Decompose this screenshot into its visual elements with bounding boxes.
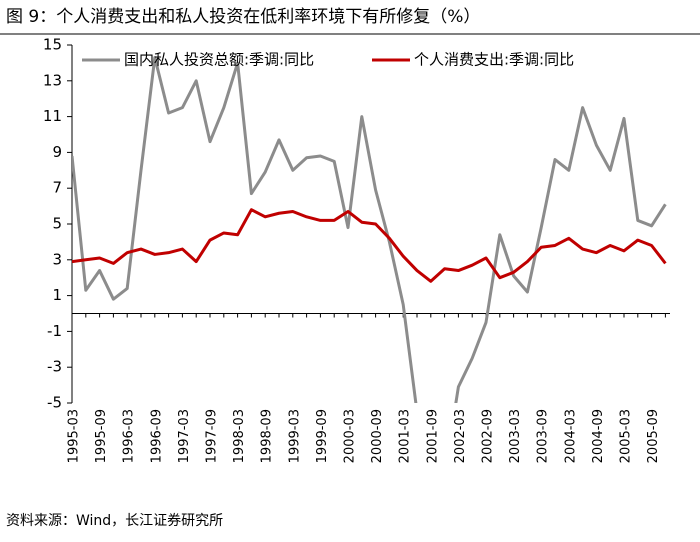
x-tick-label: 2000-09 bbox=[370, 409, 385, 463]
x-tick-label: 1996-03 bbox=[122, 409, 137, 463]
x-tick-label: 1997-03 bbox=[177, 409, 192, 463]
x-tick-label: 2001-03 bbox=[398, 409, 413, 463]
y-tick-label: -1 bbox=[47, 322, 62, 340]
legend-label: 个人消费支出:季调:同比 bbox=[414, 51, 574, 69]
y-tick-label: 11 bbox=[43, 107, 62, 125]
x-tick-label: 1995-09 bbox=[94, 409, 109, 463]
y-tick-label: -5 bbox=[47, 394, 62, 412]
x-tick-label: 2001-09 bbox=[425, 409, 440, 463]
y-tick-label: 13 bbox=[43, 71, 62, 89]
y-tick-label: 1 bbox=[52, 286, 62, 304]
y-tick-label: -3 bbox=[47, 358, 62, 376]
x-tick-label: 1999-03 bbox=[287, 409, 302, 463]
x-tick-label: 2003-03 bbox=[508, 409, 523, 463]
x-tick-label: 1998-09 bbox=[260, 409, 275, 463]
source: 资料来源：Wind，长江证券研究所 bbox=[6, 513, 223, 529]
x-tick-label: 2005-09 bbox=[646, 409, 661, 463]
y-tick-label: 15 bbox=[43, 36, 62, 54]
x-tick-label: 2002-09 bbox=[481, 409, 496, 463]
x-tick-label: 1995-03 bbox=[67, 409, 82, 463]
x-tick-label: 1999-09 bbox=[315, 409, 330, 463]
chart-title: 图 9：个人消费支出和私人投资在低利率环境下有所修复（%） bbox=[6, 7, 480, 27]
x-tick-label: 2003-09 bbox=[536, 409, 551, 463]
series-line bbox=[72, 56, 667, 403]
y-tick-label: 7 bbox=[52, 179, 62, 197]
x-tick-label: 2004-09 bbox=[591, 409, 606, 463]
x-tick-label: 2005-03 bbox=[619, 409, 634, 463]
x-tick-label: 2004-03 bbox=[563, 409, 578, 463]
x-tick-label: 2000-03 bbox=[343, 409, 358, 463]
x-tick-label: 2002-03 bbox=[453, 409, 468, 463]
legend-label: 国内私人投资总额:季调:同比 bbox=[124, 51, 314, 69]
x-tick-label: 1998-03 bbox=[232, 409, 247, 463]
series-line bbox=[72, 208, 667, 283]
y-tick-label: 3 bbox=[52, 250, 62, 268]
y-tick-label: 9 bbox=[52, 143, 62, 161]
x-tick-label: 1997-09 bbox=[205, 409, 220, 463]
plot bbox=[72, 56, 667, 403]
y-tick-label: 5 bbox=[52, 215, 62, 233]
x-tick-label: 1996-09 bbox=[149, 409, 164, 463]
